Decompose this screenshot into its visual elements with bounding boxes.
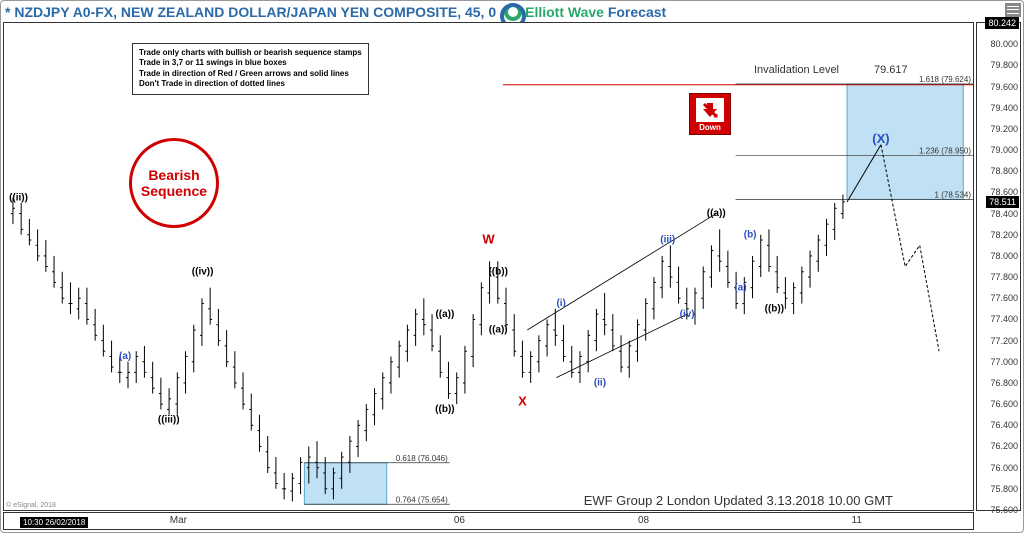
invalidation-value: 79.617 [874,64,908,76]
svg-text:((iii)): ((iii)) [158,415,180,426]
svg-text:((b)): ((b)) [765,303,784,314]
copyright: © eSignal, 2018 [6,502,56,509]
brand-name: Elliott Wave Forecast [525,4,666,20]
chart-plot-area[interactable]: 1.618 (79.624) 1.236 (78.950) 1 (78.534) 0.… [3,22,974,511]
y-tick: 77.400 [990,314,1018,324]
price-badge-current: 78.511 [986,196,1019,208]
price-chart-svg: 1.618 (79.624) 1.236 (78.950) 1 (78.534) 0.… [4,23,973,510]
svg-text:X: X [518,393,527,408]
svg-text:0.618 (76.046): 0.618 (76.046) [396,454,448,463]
x-axis: Mar 06 08 11 [3,512,974,530]
x-tick: 08 [638,515,649,526]
y-tick: 76.000 [990,463,1018,473]
note-line: Trade only charts with bullish or bearis… [139,48,362,58]
y-tick: 79.800 [990,60,1018,70]
svg-text:1.618 (79.624): 1.618 (79.624) [919,75,971,84]
x-tick: Mar [170,515,187,526]
chart-title: * NZDJPY A0-FX, NEW ZEALAND DOLLAR/JAPAN… [5,4,496,20]
bearish-label: BearishSequence [141,167,207,199]
trading-notes-box: Trade only charts with bullish or bearis… [132,43,369,95]
y-tick: 79.600 [990,82,1018,92]
y-tick: 76.400 [990,420,1018,430]
y-tick: 77.200 [990,336,1018,346]
svg-text:((a)): ((a)) [435,309,454,320]
direction-down-box: Down [689,93,731,135]
svg-text:((iv)): ((iv)) [192,266,214,277]
svg-text:(X): (X) [872,131,889,146]
y-axis: 80.242 80.00079.80079.60079.40079.20079.… [976,22,1021,511]
footer-update-text: EWF Group 2 London Updated 3.13.2018 10.… [584,493,893,508]
note-line: Trade in 3,7 or 11 swings in blue boxes [139,58,362,68]
svg-text:((a)): ((a)) [707,208,726,219]
menu-icon[interactable] [1005,3,1021,17]
y-tick: 76.800 [990,378,1018,388]
brand-logo: Elliott Wave Forecast [504,3,666,21]
invalidation-label: Invalidation Level [754,64,839,76]
down-label: Down [699,123,721,132]
x-tick: 06 [454,515,465,526]
y-tick: 79.000 [990,145,1018,155]
svg-text:(iii): (iii) [660,235,675,246]
svg-text:0.764 (75.654): 0.764 (75.654) [396,495,448,504]
bearish-sequence-stamp: BearishSequence [129,138,219,228]
svg-text:(a): (a) [119,351,131,362]
y-tick: 79.200 [990,124,1018,134]
svg-text:(ii): (ii) [594,378,606,389]
svg-text:W: W [482,231,495,246]
y-tick: 75.800 [990,484,1018,494]
svg-text:(a): (a) [734,282,746,293]
svg-text:(b): (b) [744,229,757,240]
y-tick: 77.600 [990,293,1018,303]
svg-text:(W): (W) [336,509,357,510]
price-badge-top: 80.242 [985,17,1019,29]
svg-text:(iv): (iv) [680,309,695,320]
y-tick: 78.800 [990,166,1018,176]
title-bar: * NZDJPY A0-FX, NEW ZEALAND DOLLAR/JAPAN… [5,3,666,21]
svg-text:1 (78.534): 1 (78.534) [935,190,972,199]
y-tick: 80.000 [990,39,1018,49]
svg-text:1.236 (78.950): 1.236 (78.950) [919,146,971,155]
note-line: Don't Trade in direction of dotted lines [139,79,362,89]
logo-icon [504,3,522,21]
down-arrow-icon [700,100,720,120]
note-line: Trade in direction of Red / Green arrows… [139,69,362,79]
x-tick: 11 [852,515,862,526]
y-tick: 76.600 [990,399,1018,409]
time-badge: 10:30 26/02/2018 [20,517,88,528]
svg-text:((b)): ((b)) [435,404,454,415]
svg-text:((b)): ((b)) [488,266,507,277]
svg-text:((ii)): ((ii)) [9,192,28,203]
svg-text:(i): (i) [556,298,565,309]
y-tick: 78.400 [990,209,1018,219]
y-tick: 77.800 [990,272,1018,282]
y-tick: 79.400 [990,103,1018,113]
y-tick: 78.200 [990,230,1018,240]
y-tick: 78.000 [990,251,1018,261]
y-tick: 77.000 [990,357,1018,367]
y-tick: 75.600 [990,505,1018,515]
svg-text:((a)): ((a)) [489,325,508,336]
y-tick: 76.200 [990,441,1018,451]
